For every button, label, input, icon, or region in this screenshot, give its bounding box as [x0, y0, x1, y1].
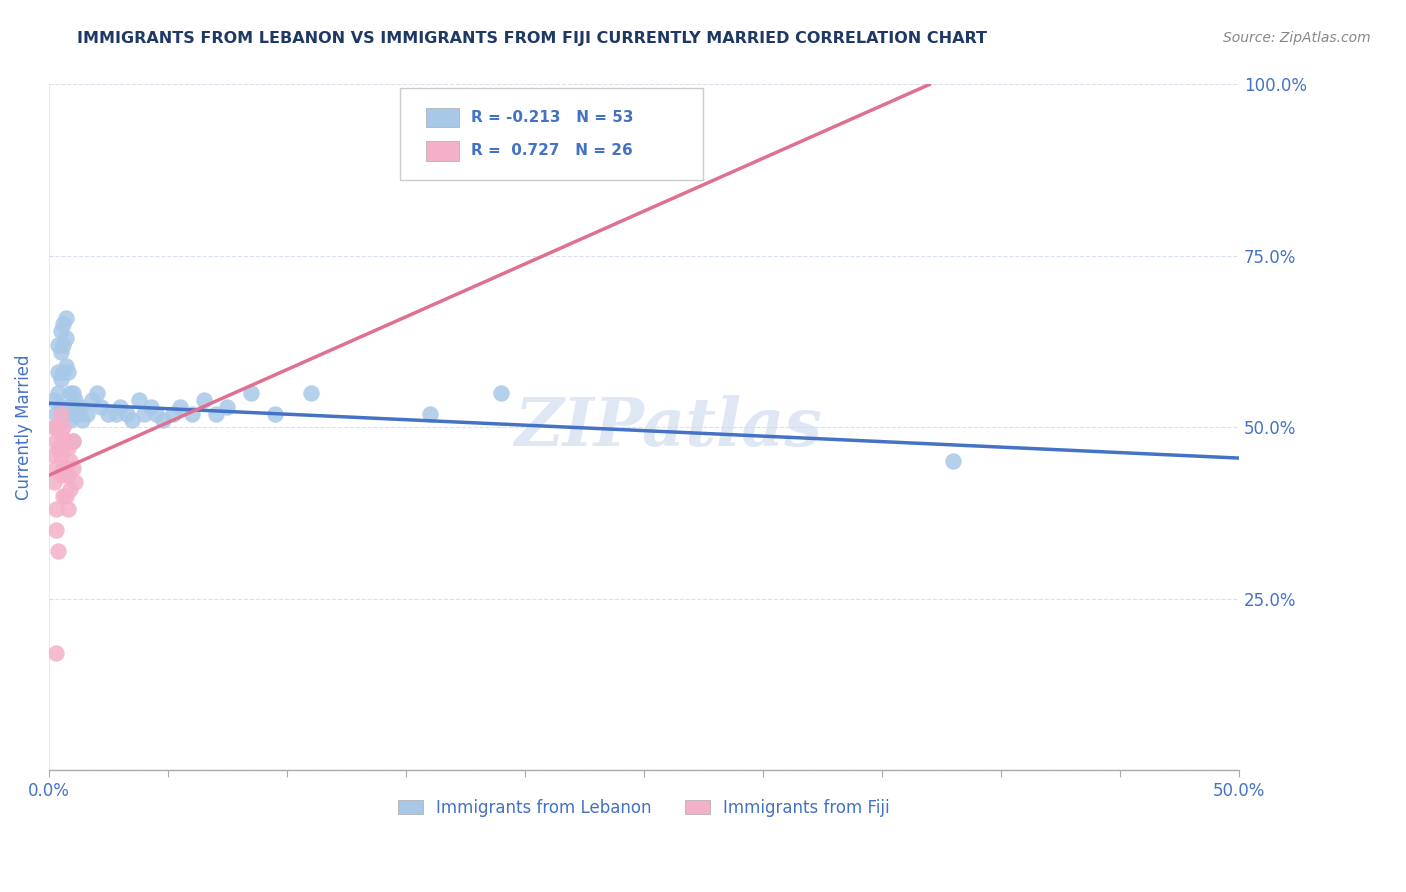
Point [52, 461, 75, 475]
Point [134, 407, 156, 421]
Text: Source: ZipAtlas.com: Source: ZipAtlas.com [1223, 31, 1371, 45]
Point [121, 413, 143, 427]
Point [49, 372, 72, 386]
Point [49, 468, 72, 483]
Point [942, 454, 965, 468]
Point [55, 310, 77, 325]
Point [49, 400, 72, 414]
Text: ZIPatlas: ZIPatlas [513, 395, 821, 459]
FancyBboxPatch shape [426, 141, 460, 161]
Point [59, 413, 82, 427]
Point [52, 420, 75, 434]
Point [419, 407, 441, 421]
Point [48, 365, 70, 379]
Point [56, 502, 79, 516]
Point [52, 365, 75, 379]
Point [55, 489, 77, 503]
Point [90, 400, 112, 414]
Point [48, 338, 70, 352]
Y-axis label: Currently Married: Currently Married [15, 354, 32, 500]
Point [145, 407, 167, 421]
Point [49, 344, 72, 359]
Text: IMMIGRANTS FROM LEBANON VS IMMIGRANTS FROM FIJI CURRENTLY MARRIED CORRELATION CH: IMMIGRANTS FROM LEBANON VS IMMIGRANTS FR… [77, 31, 987, 46]
FancyBboxPatch shape [399, 88, 703, 180]
Point [97, 407, 120, 421]
Point [52, 489, 75, 503]
Point [62, 407, 84, 421]
Point [240, 386, 263, 401]
Point [66, 407, 89, 421]
Point [59, 454, 82, 468]
Point [45, 434, 67, 448]
Point [80, 392, 103, 407]
Point [55, 359, 77, 373]
Point [76, 407, 98, 421]
Point [62, 434, 84, 448]
Point [52, 338, 75, 352]
Point [45, 502, 67, 516]
Point [56, 365, 79, 379]
Point [42, 420, 65, 434]
Point [264, 407, 287, 421]
FancyBboxPatch shape [426, 108, 460, 127]
Point [42, 475, 65, 489]
Point [169, 400, 191, 414]
Point [299, 386, 322, 401]
Point [72, 413, 94, 427]
Point [42, 392, 65, 407]
Point [217, 400, 239, 414]
Point [45, 647, 67, 661]
Point [48, 420, 70, 434]
Point [59, 482, 82, 496]
Point [162, 407, 184, 421]
Point [45, 407, 67, 421]
Point [117, 407, 139, 421]
Point [63, 392, 86, 407]
Point [152, 413, 174, 427]
Point [62, 434, 84, 448]
Point [55, 331, 77, 345]
Point [128, 392, 150, 407]
Point [48, 441, 70, 455]
Point [55, 434, 77, 448]
Point [45, 523, 67, 537]
Point [42, 448, 65, 462]
Point [86, 386, 108, 401]
Point [141, 400, 163, 414]
Point [52, 318, 75, 332]
Point [56, 468, 79, 483]
Point [52, 441, 75, 455]
Point [62, 461, 84, 475]
Point [56, 400, 79, 414]
Point [49, 324, 72, 338]
Point [180, 407, 202, 421]
Point [489, 386, 512, 401]
Point [55, 461, 77, 475]
Point [45, 461, 67, 475]
Point [49, 407, 72, 421]
Point [48, 543, 70, 558]
Point [45, 420, 67, 434]
Point [63, 475, 86, 489]
Text: R =  0.727   N = 26: R = 0.727 N = 26 [471, 144, 633, 159]
Legend: Immigrants from Lebanon, Immigrants from Fiji: Immigrants from Lebanon, Immigrants from… [391, 792, 897, 823]
Point [59, 386, 82, 401]
Point [69, 400, 91, 414]
Point [48, 386, 70, 401]
Text: R = -0.213   N = 53: R = -0.213 N = 53 [471, 110, 634, 125]
Point [62, 386, 84, 401]
Point [193, 392, 215, 407]
Point [110, 400, 132, 414]
Point [204, 407, 226, 421]
Point [49, 448, 72, 462]
Point [49, 427, 72, 442]
Point [104, 407, 127, 421]
Point [56, 441, 79, 455]
